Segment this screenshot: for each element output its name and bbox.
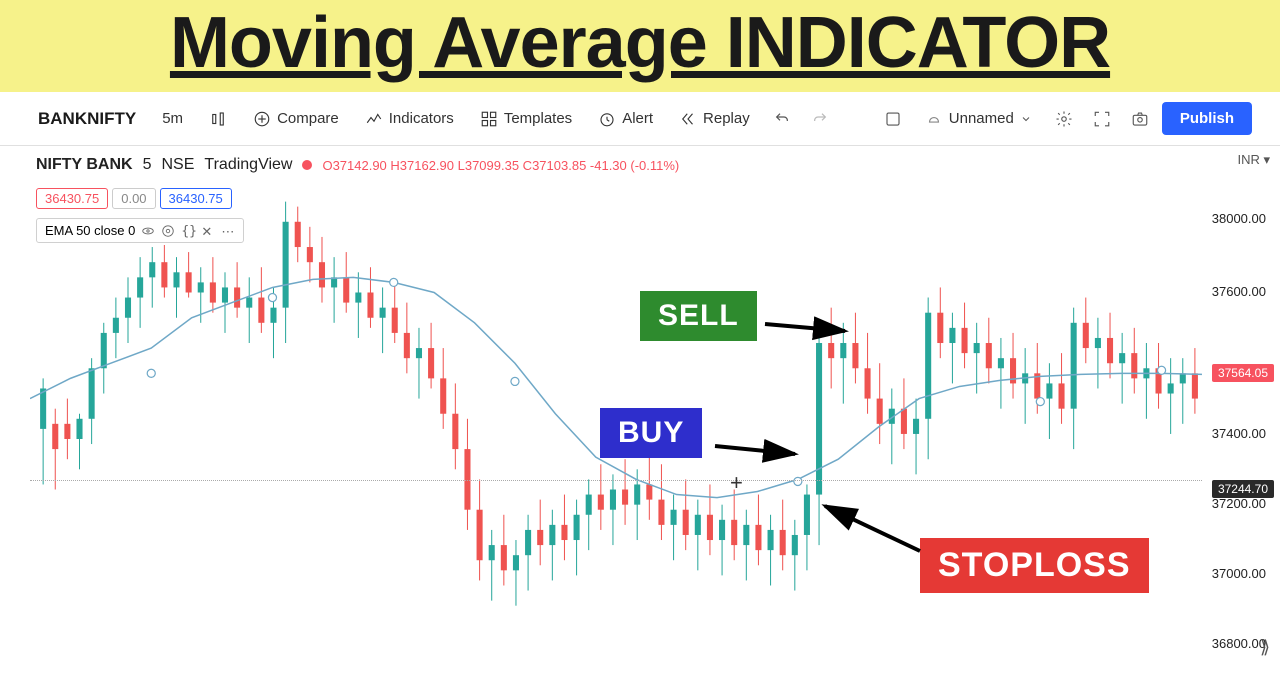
symbol-selector[interactable]: BANKNIFTY: [28, 103, 146, 135]
status-dot-icon: [302, 160, 312, 170]
publish-button[interactable]: Publish: [1162, 102, 1252, 135]
chart-interval: 5: [143, 156, 152, 174]
indicator-label: EMA 50 close 0: [45, 223, 135, 238]
sell-label: SELL: [640, 291, 757, 341]
indicator-legend[interactable]: EMA 50 close 0 {} ✕ ⋯: [36, 218, 244, 243]
stoploss-arrow-icon: [810, 496, 930, 566]
checkbox-icon[interactable]: [877, 103, 909, 135]
sell-arrow-icon: [760, 306, 860, 346]
chart-exchange: NSE: [162, 156, 195, 174]
more-icon[interactable]: ⋯: [221, 224, 235, 238]
stoploss-label: STOPLOSS: [920, 538, 1149, 593]
y-tick: 37600.00: [1212, 284, 1266, 299]
y-tick: 36800.00: [1212, 636, 1266, 651]
gear-icon: [1055, 110, 1073, 128]
y-tick: 37000.00: [1212, 566, 1266, 581]
code-icon[interactable]: {}: [181, 224, 195, 238]
timeframe-selector[interactable]: 5m: [152, 104, 193, 133]
replay-button[interactable]: Replay: [669, 104, 760, 134]
ohlc-readout: O37142.90 H37162.90 L37099.35 C37103.85 …: [322, 158, 679, 173]
pill-ask: 36430.75: [160, 188, 232, 209]
y-axis[interactable]: 38000.00 37600.00 37400.00 37200.00 37000.00…: [1202, 146, 1274, 666]
eye-icon[interactable]: [141, 224, 155, 238]
compare-button[interactable]: Compare: [243, 104, 349, 134]
y-tick: 37400.00: [1212, 426, 1266, 441]
crosshair-hline: [30, 480, 1202, 481]
y-tick: 37200.00: [1212, 496, 1266, 511]
chart-header: NIFTY BANK 5 NSE TradingView O37142.90 H…: [36, 156, 679, 174]
pill-bid: 36430.75: [36, 188, 108, 209]
redo-button[interactable]: [804, 103, 836, 135]
alert-button[interactable]: Alert: [588, 104, 663, 134]
y-tick: 38000.00: [1212, 211, 1266, 226]
title-banner: Moving Average INDICATOR: [0, 0, 1280, 92]
camera-icon: [1131, 110, 1149, 128]
fullscreen-button[interactable]: [1086, 103, 1118, 135]
candles-button[interactable]: [199, 104, 237, 134]
price-pills: 36430.75 0.00 36430.75: [36, 188, 232, 209]
chart-area[interactable]: NIFTY BANK 5 NSE TradingView O37142.90 H…: [0, 146, 1280, 666]
buy-arrow-icon: [710, 436, 810, 476]
page-title: Moving Average INDICATOR: [30, 2, 1250, 84]
chart-provider: TradingView: [204, 156, 292, 174]
pill-spread: 0.00: [112, 188, 155, 209]
close-icon[interactable]: ✕: [201, 224, 215, 238]
settings-icon[interactable]: [161, 224, 175, 238]
indicators-button[interactable]: Indicators: [355, 104, 464, 134]
chart-symbol: NIFTY BANK: [36, 156, 133, 174]
layout-name[interactable]: Unnamed: [915, 104, 1042, 134]
templates-button[interactable]: Templates: [470, 104, 582, 134]
price-tag: 37564.05: [1212, 364, 1274, 382]
toolbar: BANKNIFTY 5m Compare Indicators Template…: [0, 92, 1280, 146]
screenshot-button[interactable]: [1124, 103, 1156, 135]
scroll-right-icon[interactable]: ⟫: [1260, 637, 1270, 658]
settings-button[interactable]: [1048, 103, 1080, 135]
undo-button[interactable]: [766, 103, 798, 135]
buy-label: BUY: [600, 408, 702, 458]
crosshair-tag: 37244.70: [1212, 480, 1274, 498]
